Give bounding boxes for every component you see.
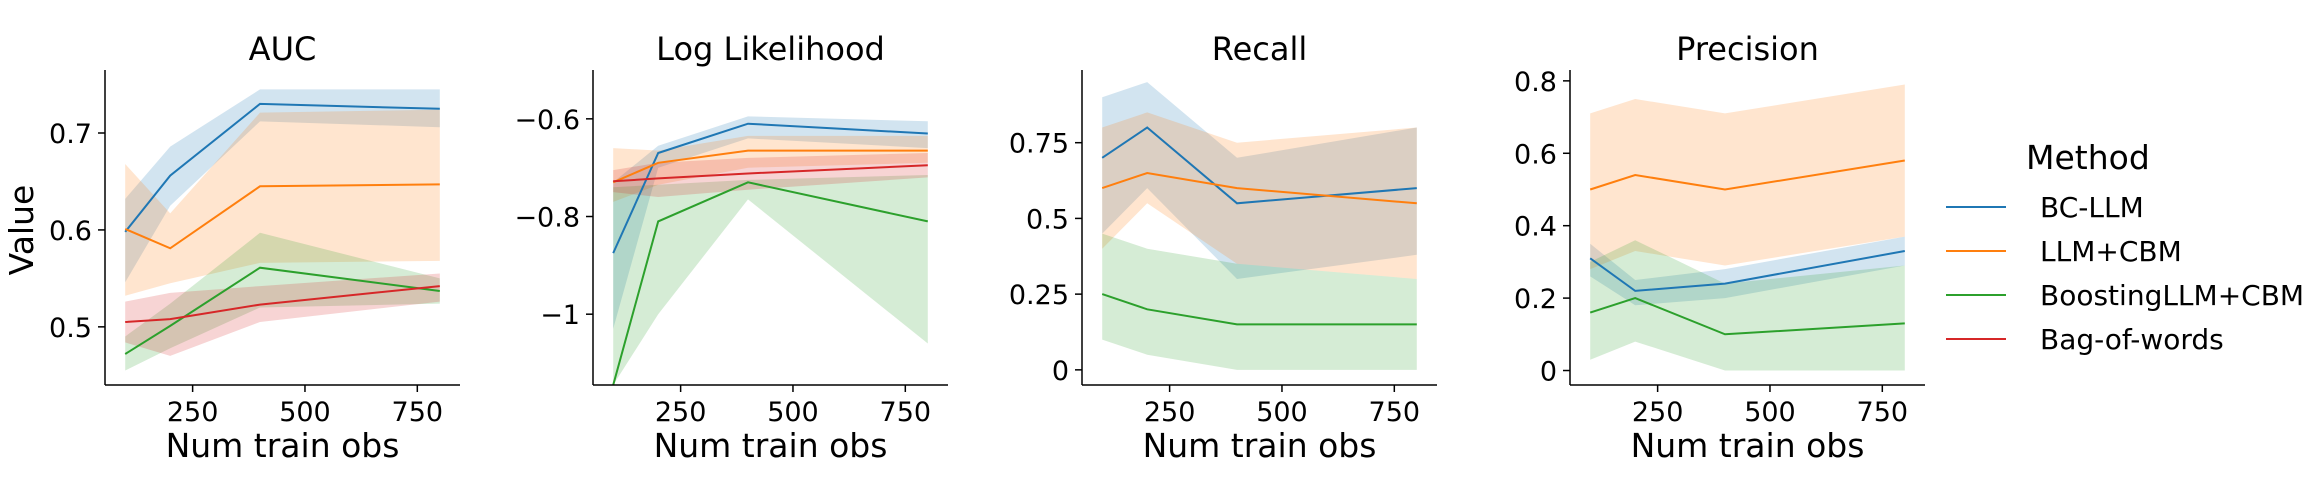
band-bc-llm [1102, 82, 1417, 279]
y-tick-label: −0.8 [514, 203, 580, 234]
legend-label: LLM+CBM [2040, 234, 2182, 268]
x-axis-label: Num train obs [1631, 426, 1865, 465]
line-bc-llm [124, 102, 440, 233]
x-tick-label: 250 [1144, 397, 1196, 428]
band-llm-cbm [1590, 84, 1905, 270]
legend-swatch [1946, 206, 2006, 208]
y-tick-label: 0.25 [1009, 280, 1069, 311]
x-tick-label: 250 [1632, 397, 1684, 428]
y-tick-label: 0.5 [49, 313, 92, 344]
y-tick-label: −1 [540, 300, 580, 331]
y-tick-label: 0.2 [1514, 284, 1557, 315]
band-boostingllm-cbm [1590, 240, 1905, 371]
band-bc-llm [125, 89, 440, 283]
panel-precision: 0 0.2 0.4 0.6 0.8 250 500 750 Precision Num train… [1514, 30, 1925, 465]
legend-label: BC-LLM [2040, 190, 2144, 224]
y-tick-label: 0 [1540, 357, 1557, 388]
x-tick-label: 500 [1256, 397, 1308, 428]
chart-title: Log Likelihood [656, 30, 885, 68]
line-llm-cbm [612, 149, 928, 184]
y-tick-label: 0.6 [1514, 139, 1557, 170]
line-boostingllm-cbm [612, 181, 929, 386]
band-llm-cbm [613, 135, 928, 202]
y-tick-label: 0.7 [49, 119, 92, 150]
panel-recall: 0 0.25 0.5 0.75 250 500 750 Recall Num train obs [1009, 30, 1437, 465]
band-bc-llm [613, 116, 928, 329]
x-tick-label: 250 [167, 397, 219, 428]
y-tick-label: 0.6 [49, 216, 92, 247]
line-boostingllm-cbm [1101, 293, 1417, 326]
chart-title: Recall [1212, 30, 1307, 68]
line-bag-of-words [125, 285, 440, 323]
x-axis-label: Num train obs [654, 426, 888, 465]
x-tick-label: 750 [1369, 397, 1421, 428]
panel-auc: 0.5 0.6 0.7 250 500 750 AUC Num train obs [49, 30, 460, 465]
y-tick-label: −0.6 [514, 105, 580, 136]
legend-label: BoostingLLM+CBM [2040, 278, 2305, 312]
x-tick-label: 750 [880, 397, 932, 428]
line-llm-cbm [124, 183, 440, 250]
x-tick-label: 500 [1744, 397, 1796, 428]
x-tick-label: 750 [392, 397, 444, 428]
line-boostingllm-cbm [124, 266, 440, 355]
legend: Method BC-LLM LLM+CBM BoostingLLM+CBM Bag-o… [1940, 138, 2309, 361]
line-bc-llm [612, 122, 928, 254]
legend-item-llm-cbm: LLM+CBM [1940, 229, 2309, 273]
chart-title: Precision [1676, 30, 1819, 68]
legend-swatch [1946, 250, 2006, 252]
band-llm-cbm [1102, 112, 1417, 280]
y-tick-label: 0.4 [1514, 212, 1557, 243]
legend-label: Bag-of-words [2040, 322, 2224, 356]
band-llm-cbm [125, 109, 440, 296]
legend-swatch [1946, 338, 2006, 340]
band-bag-of-words [613, 153, 928, 197]
x-axis-label: Num train obs [1143, 426, 1377, 465]
line-bc-llm [1589, 250, 1905, 292]
x-axis-label: Num train obs [166, 426, 400, 465]
x-tick-label: 500 [279, 397, 331, 428]
band-boostingllm-cbm [613, 175, 928, 385]
band-boostingllm-cbm [1102, 233, 1417, 370]
line-bag-of-words [613, 164, 928, 183]
x-tick-label: 750 [1857, 397, 1909, 428]
line-llm-cbm [1589, 159, 1905, 191]
x-tick-label: 500 [767, 397, 819, 428]
legend-swatch [1946, 294, 2006, 296]
y-tick-label: 0.8 [1514, 67, 1557, 98]
line-boostingllm-cbm [1589, 297, 1905, 336]
y-tick-label: 0 [1052, 356, 1069, 387]
x-tick-label: 250 [655, 397, 707, 428]
panel-log-likelihood: −1 −0.8 −0.6 250 500 750 Log Likelihood Num tra… [514, 30, 948, 465]
line-llm-cbm [1101, 171, 1417, 205]
legend-title: Method [2026, 138, 2150, 177]
chart-title: AUC [249, 30, 317, 68]
legend-item-bc-llm: BC-LLM [1940, 185, 2309, 229]
legend-item-bag-of-words: Bag-of-words [1940, 317, 2309, 361]
y-axis-label: Value [2, 185, 41, 276]
y-tick-label: 0.5 [1026, 204, 1069, 235]
y-tick-label: 0.75 [1009, 129, 1069, 160]
legend-item-boostingllm-cbm: BoostingLLM+CBM [1940, 273, 2309, 317]
